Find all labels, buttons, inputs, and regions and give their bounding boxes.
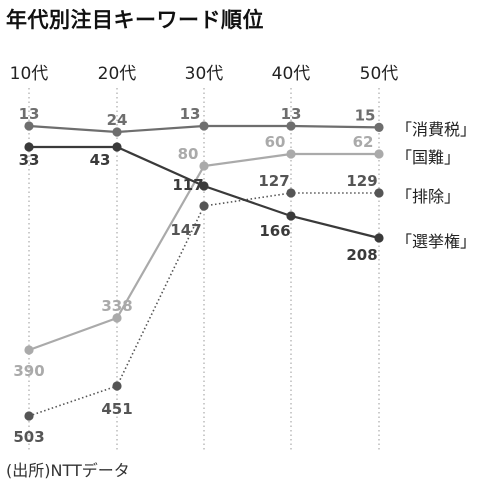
data-label: 127 [258, 172, 289, 190]
data-label: 338 [101, 297, 132, 315]
data-label: 129 [346, 172, 377, 190]
data-point [112, 142, 122, 152]
data-point [374, 149, 384, 159]
data-label: 451 [101, 400, 132, 418]
data-point [24, 121, 34, 131]
data-label: 13 [281, 105, 302, 123]
data-point [199, 161, 209, 171]
series-label: 「消費税」 [396, 120, 476, 139]
data-label: 117 [172, 176, 203, 194]
data-point [374, 188, 384, 198]
grid-lines [28, 88, 380, 452]
data-point [374, 233, 384, 243]
data-point [199, 201, 209, 211]
x-axis-labels: 10代 20代 30代 40代 50代 [10, 64, 399, 84]
x-tick-label: 20代 [98, 64, 137, 84]
data-point [112, 313, 122, 323]
data-point [286, 121, 296, 131]
data-point [112, 127, 122, 137]
x-tick-label: 10代 [10, 64, 49, 84]
data-point [24, 411, 34, 421]
data-point [286, 188, 296, 198]
data-point [24, 345, 34, 355]
data-label: 15 [355, 106, 376, 124]
data-point [199, 121, 209, 131]
series-labels: 「消費税」「国難」「排除」「選挙権」 [396, 120, 476, 251]
data-point [374, 122, 384, 133]
data-label: 43 [90, 151, 111, 169]
data-point [286, 149, 296, 159]
x-tick-label: 30代 [185, 64, 224, 84]
data-label: 147 [170, 221, 201, 239]
data-labels: 13 24 13 13 15 390 338 80 60 62 503 451 147 127 129 33 4… [13, 105, 377, 446]
data-label: 24 [107, 111, 128, 129]
x-tick-label: 50代 [360, 64, 399, 84]
data-label: 13 [180, 105, 201, 123]
series-label: 「国難」 [396, 148, 460, 167]
data-point [199, 181, 209, 191]
data-label: 390 [13, 362, 44, 380]
data-label: 166 [259, 222, 290, 240]
data-point [286, 211, 296, 221]
data-label: 80 [178, 145, 199, 163]
data-label: 60 [265, 133, 286, 151]
data-point [112, 381, 122, 391]
data-label: 33 [19, 151, 40, 169]
data-label: 62 [353, 133, 374, 151]
series-label: 「選挙権」 [396, 232, 476, 251]
data-label: 13 [19, 105, 40, 123]
data-points [24, 121, 384, 421]
source-note: (出所)NTTデータ [6, 461, 130, 480]
data-label: 503 [13, 428, 44, 446]
chart-title: 年代別注目キーワード順位 [6, 8, 264, 32]
data-point [24, 142, 34, 152]
data-label: 208 [346, 246, 377, 264]
series-label: 「排除」 [396, 187, 460, 206]
x-tick-label: 40代 [272, 64, 311, 84]
